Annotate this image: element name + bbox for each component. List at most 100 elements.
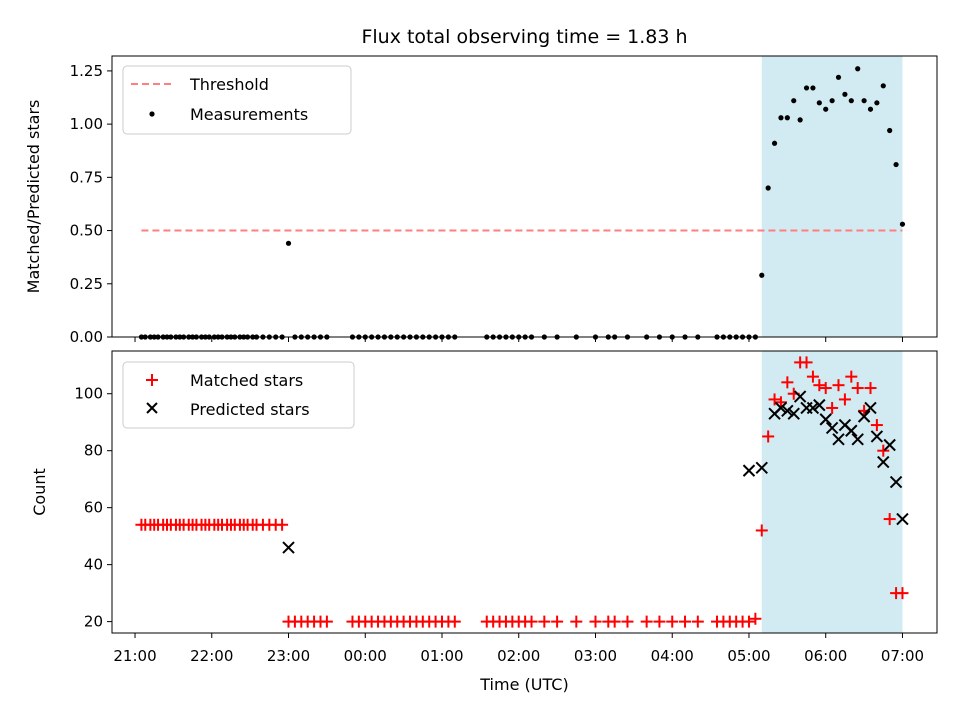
matched-star-point (870, 419, 883, 432)
top-y-axis-label: Matched/Predicted stars (24, 100, 43, 294)
x-tick-label: 03:00 (574, 647, 617, 665)
top-y-ticks: 0.00 0.25 0.50 0.75 1.00 1.25 (70, 62, 112, 346)
matched-star-point (806, 370, 819, 383)
measurement-point (285, 240, 292, 246)
matched-star-point (679, 615, 692, 628)
matched-star-point (768, 393, 781, 406)
measurement-point (803, 85, 810, 91)
bottom-x-ticks: 21:00 22:00 23:00 00:00 01:00 02:00 03:00 04:00… (113, 633, 924, 665)
measurement-point (784, 115, 790, 121)
measurement-points (138, 66, 906, 340)
x-tick-label: 00:00 (344, 647, 387, 665)
predicted-star-point (857, 410, 871, 423)
matched-star-point (621, 615, 634, 628)
measurement-point (778, 115, 784, 121)
bottom-highlight-span (761, 351, 903, 633)
matched-star-point (551, 615, 564, 628)
top-panel: 0.00 0.25 0.50 0.75 1.00 1.25 Flux total obse… (24, 26, 938, 346)
measurement-point (810, 85, 816, 91)
legend-threshold-label: Threshold (189, 75, 269, 94)
top-y-tick-label: 0.50 (70, 222, 103, 240)
measurement-point (848, 98, 854, 104)
top-legend: Threshold Measurements (122, 65, 352, 135)
measurement-point (855, 66, 861, 72)
predicted-star-point (889, 475, 903, 489)
measurement-point (791, 98, 797, 104)
predicted-star-point (845, 424, 858, 437)
matched-stars-points (135, 356, 909, 628)
x-tick-label: 23:00 (267, 647, 310, 665)
predicted-star-point (864, 401, 877, 415)
bottom-y-tick-label: 40 (84, 556, 103, 574)
predicted-star-point (806, 401, 820, 415)
x-tick-label: 05:00 (727, 647, 770, 665)
x-tick-label: 04:00 (651, 647, 694, 665)
measurement-point (893, 161, 899, 168)
predicted-star-point (832, 433, 845, 446)
matched-star-point (781, 376, 794, 389)
matched-star-point (666, 615, 679, 628)
x-tick-label: 07:00 (881, 647, 924, 665)
predicted-star-point (774, 401, 788, 415)
measurement-point (880, 83, 886, 89)
bottom-y-ticks: 20 40 60 80 100 (74, 385, 112, 631)
legend-measurements-swatch (149, 111, 155, 117)
legend-predicted-label: Predicted stars (190, 400, 310, 419)
matched-star-point (589, 615, 602, 628)
predicted-star-point (851, 433, 864, 446)
top-y-tick-label: 1.25 (70, 62, 103, 80)
measurement-point (759, 272, 765, 278)
matched-star-point (762, 430, 775, 443)
matched-star-point (570, 615, 583, 628)
predicted-star-point (282, 541, 295, 554)
x-axis-label: Time (UTC) (479, 675, 568, 694)
matched-star-point (851, 382, 864, 395)
matched-star-point (525, 615, 538, 628)
matched-star-point (877, 444, 890, 457)
predicted-stars-points (282, 390, 909, 554)
bottom-y-axis-label: Count (30, 468, 49, 516)
matched-star-point (276, 518, 289, 531)
measurement-point (842, 91, 848, 97)
bottom-legend: Matched stars Predicted stars (122, 361, 355, 429)
matched-star-point (749, 612, 762, 625)
measurement-point (887, 127, 893, 134)
matched-star-point (813, 379, 826, 392)
top-y-tick-label: 0.75 (70, 168, 103, 186)
matched-star-point (896, 587, 909, 600)
top-y-tick-label: 0.25 (70, 275, 103, 293)
legend-matched-label: Matched stars (190, 371, 303, 390)
matched-star-point (819, 382, 832, 395)
x-tick-label: 06:00 (804, 647, 847, 665)
matched-star-point (800, 356, 813, 369)
measurement-point (797, 117, 803, 123)
bottom-y-tick-label: 80 (84, 442, 103, 460)
measurement-point (823, 106, 829, 112)
measurement-point (861, 98, 867, 104)
matched-star-point (640, 615, 653, 628)
matched-star-point (883, 513, 896, 526)
top-x-ticks (134, 337, 903, 342)
measurement-point (829, 98, 835, 104)
matched-star-point (320, 615, 333, 628)
predicted-star-point (870, 430, 884, 443)
matched-star-point (691, 615, 704, 628)
top-y-tick-label: 0.00 (70, 328, 103, 346)
predicted-star-point (742, 464, 756, 477)
measurement-point (816, 100, 822, 106)
x-tick-label: 21:00 (113, 647, 156, 665)
x-tick-label: 01:00 (420, 647, 463, 665)
measurement-point (835, 74, 842, 80)
matched-star-point (742, 615, 755, 628)
matched-star-point (838, 393, 851, 406)
legend-matched-swatch (146, 374, 158, 386)
bottom-y-tick-label: 20 (84, 613, 103, 631)
top-y-tick-label: 1.00 (70, 115, 103, 133)
matched-star-point (538, 615, 551, 628)
predicted-star-point (793, 390, 807, 403)
measurement-point (867, 106, 874, 112)
predicted-star-point (883, 438, 896, 452)
measurement-point (874, 100, 880, 106)
legend-measurements-label: Measurements (190, 105, 308, 124)
